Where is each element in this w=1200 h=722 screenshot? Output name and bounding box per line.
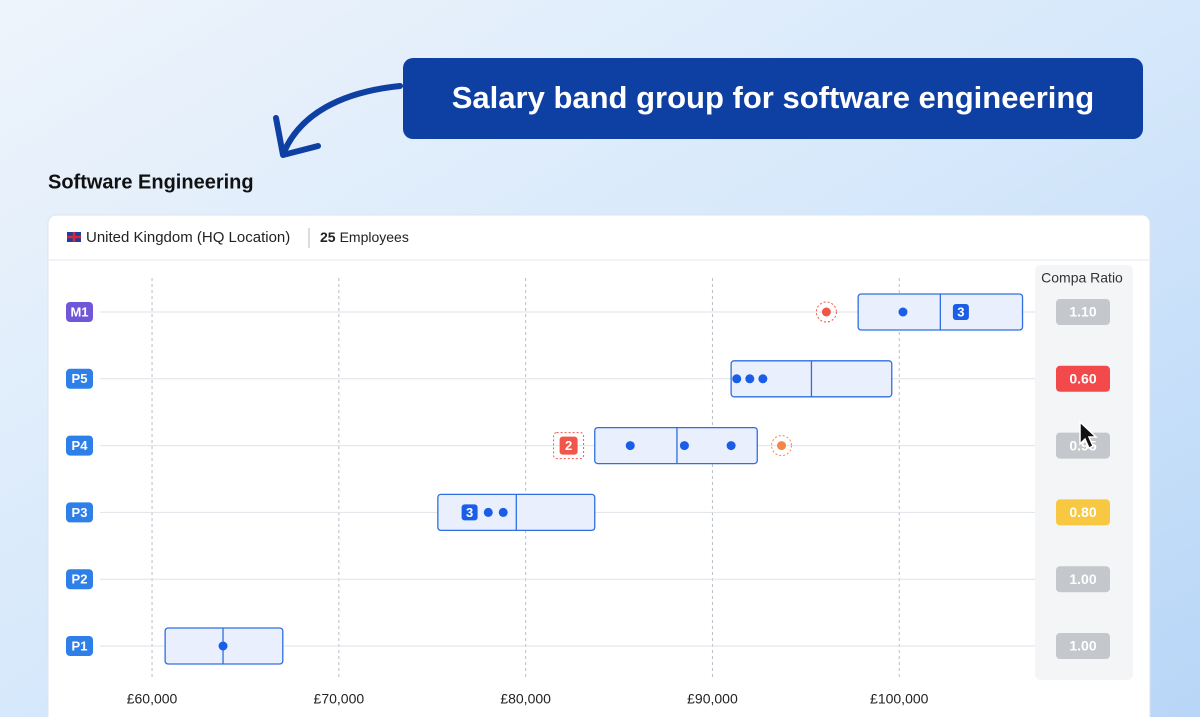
cluster-count: 3 <box>466 505 473 520</box>
arrow <box>281 83 403 155</box>
x-tick-label: £100,000 <box>870 691 929 707</box>
cluster-badge <box>952 304 969 320</box>
outlier-count: 2 <box>565 438 572 453</box>
level-badge <box>66 368 93 389</box>
level-badge <box>66 502 93 523</box>
level-label: M1 <box>70 304 88 319</box>
employee-count: 25 <box>320 229 336 245</box>
compa-badge <box>1056 633 1110 659</box>
x-tick-label: £70,000 <box>314 691 365 707</box>
compa-value: 1.00 <box>1069 638 1096 654</box>
location: United Kingdom (HQ Location) <box>86 229 290 246</box>
compa-value: 1.00 <box>1069 571 1096 587</box>
arrow-head <box>273 115 321 158</box>
band <box>594 426 758 465</box>
employee-dot <box>483 507 493 517</box>
compa-badge <box>1056 499 1110 526</box>
outlier-ring <box>771 435 793 457</box>
x-tick-label: £90,000 <box>687 691 738 707</box>
level-badge <box>66 302 93 322</box>
employee-dot <box>745 374 755 384</box>
x-tick-label: £80,000 <box>500 691 551 707</box>
employee-dot <box>218 641 228 651</box>
outlier-ring <box>553 432 585 460</box>
level-badge <box>66 636 93 656</box>
outlier-badge <box>559 436 578 455</box>
plot: £60,000 £70,000 £80,000 £90,000 £100,000 M1 3 1… <box>66 278 1110 707</box>
employee-info: 25 Employees <box>320 229 409 245</box>
employee-label: Employees <box>340 229 409 245</box>
outlier-ring <box>815 301 837 323</box>
cluster-badge <box>461 504 478 521</box>
section-title: Software Engineering <box>48 171 254 193</box>
cluster-count: 3 <box>957 304 964 319</box>
level-badge <box>66 569 93 590</box>
compa-value: 1.10 <box>1069 304 1096 320</box>
compa-badge <box>1056 299 1110 325</box>
employee-dot <box>732 374 742 384</box>
employee-dot <box>726 441 736 451</box>
level-label: P5 <box>72 371 88 386</box>
x-tick-label: £60,000 <box>127 691 178 707</box>
level-label: P2 <box>72 572 88 587</box>
callout-text: Salary band group for software engineeri… <box>452 80 1095 115</box>
compa-column <box>1035 265 1133 680</box>
employee-dot <box>625 441 635 451</box>
employee-dot <box>498 507 508 517</box>
employee-dot <box>898 307 908 317</box>
compa-badge <box>1056 365 1110 392</box>
compa-value: 0.80 <box>1069 504 1096 520</box>
level-badge <box>66 435 93 456</box>
card <box>47 214 1151 722</box>
level-label: P4 <box>72 438 89 453</box>
employee-dot <box>679 441 689 451</box>
cursor <box>1079 420 1098 450</box>
callout-box <box>403 58 1143 139</box>
level-label: P1 <box>72 638 88 653</box>
compa-badge <box>1056 566 1110 593</box>
compa-header: Compa Ratio <box>1041 270 1123 286</box>
employee-dot <box>758 374 768 384</box>
flag-cross <box>67 232 81 242</box>
compa-badge <box>1056 432 1110 459</box>
level-label: P3 <box>72 505 88 520</box>
outlier-dot <box>777 441 787 451</box>
compa-value: 0.60 <box>1069 371 1096 387</box>
outlier-dot <box>821 307 831 317</box>
